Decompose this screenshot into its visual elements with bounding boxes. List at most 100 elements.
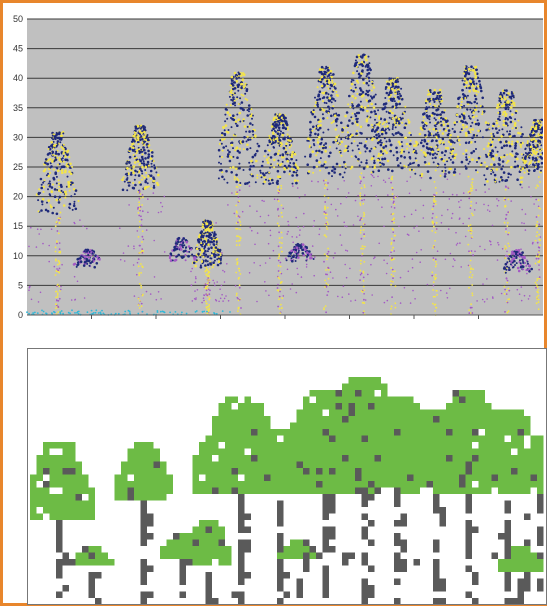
lidar-point bbox=[396, 80, 400, 83]
lidar-point bbox=[356, 61, 359, 64]
lidar-point bbox=[150, 177, 152, 180]
lidar-point bbox=[469, 125, 472, 128]
canopy-voxel bbox=[381, 435, 388, 442]
lidar-point bbox=[475, 87, 478, 91]
lidar-point bbox=[537, 126, 540, 129]
canopy-voxel bbox=[49, 442, 56, 449]
lidar-point bbox=[505, 289, 508, 292]
lidar-point bbox=[49, 166, 52, 169]
lidar-point bbox=[467, 224, 470, 227]
lidar-point bbox=[144, 169, 147, 171]
lidar-point bbox=[209, 262, 212, 265]
lidar-point bbox=[354, 113, 356, 115]
lidar-point bbox=[231, 84, 235, 87]
canopy-voxel bbox=[257, 435, 264, 442]
canopy-voxel bbox=[322, 435, 329, 442]
lidar-point bbox=[506, 124, 509, 127]
lidar-point bbox=[407, 118, 410, 121]
lidar-point bbox=[363, 310, 365, 313]
lidar-point bbox=[198, 236, 201, 239]
lidar-point bbox=[506, 265, 509, 268]
lidar-point bbox=[325, 91, 328, 95]
lidar-point bbox=[475, 68, 478, 72]
lidar-point bbox=[329, 151, 332, 155]
lidar-point bbox=[230, 75, 234, 79]
lidar-point bbox=[57, 283, 59, 286]
lidar-point bbox=[450, 217, 453, 219]
lidar-point bbox=[294, 248, 298, 251]
lidar-point bbox=[443, 109, 446, 112]
lidar-point bbox=[298, 234, 301, 236]
lidar-point bbox=[521, 186, 523, 189]
lidar-point bbox=[343, 160, 346, 164]
lidar-point bbox=[203, 232, 206, 235]
lidar-point bbox=[531, 149, 534, 152]
lidar-point bbox=[336, 215, 339, 217]
lidar-point bbox=[251, 155, 255, 159]
lidar-point bbox=[68, 202, 72, 206]
lidar-point bbox=[252, 164, 255, 168]
lidar-point bbox=[212, 253, 216, 256]
lidar-point bbox=[144, 157, 147, 160]
lidar-point bbox=[503, 293, 506, 295]
lidar-point bbox=[459, 143, 461, 146]
lidar-point bbox=[281, 126, 285, 130]
lidar-point bbox=[500, 176, 503, 179]
lidar-point bbox=[268, 171, 271, 174]
canopy-voxel bbox=[244, 403, 251, 410]
lidar-point bbox=[418, 230, 420, 232]
lidar-point bbox=[177, 253, 180, 257]
lidar-point bbox=[391, 227, 394, 230]
lidar-point bbox=[423, 128, 426, 131]
lidar-point bbox=[125, 162, 128, 165]
lidar-point bbox=[337, 134, 340, 137]
lidar-point bbox=[259, 169, 262, 172]
lidar-point bbox=[446, 160, 449, 163]
lidar-point bbox=[119, 258, 122, 261]
lidar-point bbox=[414, 157, 417, 160]
lidar-point bbox=[454, 168, 456, 171]
lidar-point bbox=[476, 161, 478, 163]
lidar-point bbox=[332, 89, 335, 92]
lidar-point bbox=[329, 77, 331, 79]
lidar-point bbox=[521, 208, 523, 211]
lidar-point bbox=[259, 171, 262, 174]
lidar-point bbox=[325, 235, 328, 238]
lidar-point bbox=[479, 83, 482, 86]
lidar-point bbox=[444, 173, 446, 175]
lidar-point bbox=[296, 169, 299, 172]
lidar-point bbox=[206, 219, 210, 223]
lidar-point bbox=[239, 184, 242, 187]
lidar-point bbox=[134, 150, 137, 153]
canopy-voxel bbox=[309, 435, 316, 442]
lidar-point bbox=[220, 284, 223, 287]
lidar-point bbox=[370, 124, 373, 126]
lidar-point bbox=[157, 291, 160, 293]
stem-voxel bbox=[368, 403, 375, 410]
lidar-point bbox=[342, 126, 345, 129]
lidar-point bbox=[477, 156, 481, 160]
canopy-voxel bbox=[387, 409, 394, 416]
lidar-point bbox=[395, 150, 399, 154]
lidar-point bbox=[469, 80, 473, 83]
canopy-voxel bbox=[426, 422, 433, 429]
lidar-point bbox=[333, 114, 337, 117]
canopy-voxel bbox=[257, 416, 264, 423]
lidar-point bbox=[361, 69, 364, 72]
lidar-point bbox=[330, 114, 333, 118]
lidar-point bbox=[363, 184, 366, 187]
lidar-point bbox=[224, 113, 227, 116]
lidar-point bbox=[361, 245, 364, 248]
lidar-point bbox=[141, 178, 143, 181]
lidar-point bbox=[318, 160, 321, 164]
lidar-point bbox=[281, 215, 284, 218]
lidar-point bbox=[144, 129, 147, 132]
lidar-point bbox=[323, 211, 326, 213]
lidar-point bbox=[377, 109, 380, 112]
lidar-point bbox=[446, 119, 449, 123]
lidar-point bbox=[35, 246, 38, 248]
lidar-point bbox=[357, 148, 360, 151]
lidar-point bbox=[136, 127, 139, 130]
lidar-point bbox=[515, 152, 518, 155]
